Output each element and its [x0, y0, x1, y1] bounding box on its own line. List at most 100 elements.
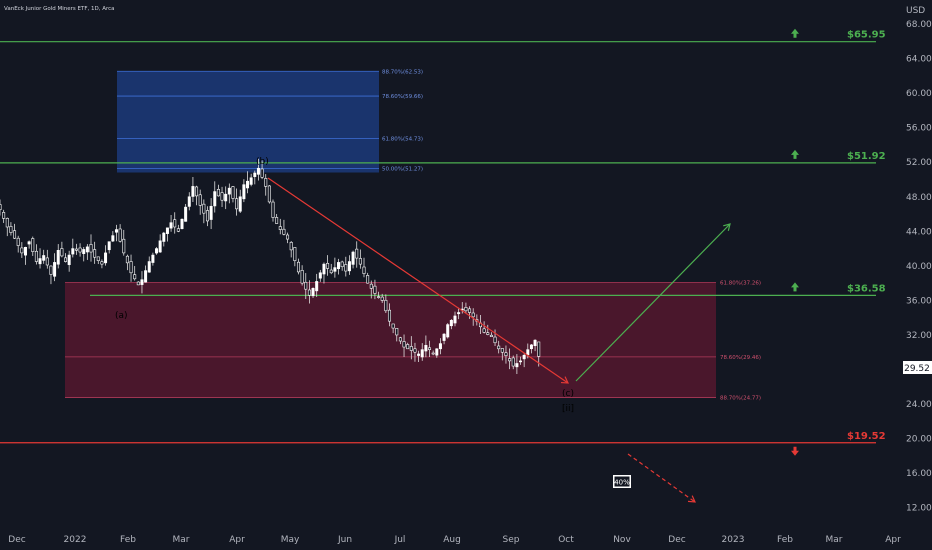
candle-body [129, 261, 133, 274]
candle-body [144, 270, 148, 283]
level-label-1: $51.92 [847, 151, 886, 162]
candle-body [533, 339, 537, 347]
candle-body [253, 172, 257, 177]
candle-body [504, 352, 508, 356]
candle-body [9, 226, 13, 233]
candle-body [191, 186, 195, 197]
candle-body [74, 248, 78, 251]
candle-body [449, 319, 453, 327]
candle-body [64, 257, 68, 262]
candle-body [122, 238, 126, 254]
candle-body [515, 363, 519, 368]
candle-body [384, 299, 388, 312]
candle-body [162, 232, 166, 242]
candle-body [311, 288, 315, 297]
y-tick-label-14: 12.00 [906, 504, 932, 514]
candle-body [351, 251, 355, 265]
candle-body [300, 270, 304, 284]
candle-body [238, 196, 242, 212]
candle-body [402, 341, 406, 348]
candle-body [249, 177, 253, 185]
candle-body [406, 344, 410, 350]
candle-body [176, 228, 180, 232]
candle-body [333, 267, 337, 272]
candle-body [493, 336, 497, 344]
candle-body [337, 262, 341, 270]
x-tick-label-5: May [281, 535, 300, 545]
candle-body [497, 345, 501, 350]
candle-body [231, 186, 235, 199]
x-tick-label-13: 2023 [722, 535, 745, 545]
y-tick-label-3: 56.00 [906, 124, 932, 134]
candle-body [147, 261, 151, 273]
candle-body [380, 296, 384, 301]
y-axis[interactable]: 68.00 64.00 60.00 56.00 52.00 48.00 44.00 40.00… [906, 20, 932, 514]
candle-body [471, 312, 475, 318]
candle-body [118, 228, 122, 242]
y-tick-label-5: 48.00 [906, 193, 932, 203]
candle-body [500, 348, 504, 353]
x-tick-label-8: Aug [443, 535, 461, 545]
level-arrow-up-0 [791, 28, 799, 38]
candle-body [340, 261, 344, 268]
candle-body [180, 218, 184, 229]
last-price-tag [903, 361, 932, 374]
candle-body [53, 262, 57, 277]
candle-body [366, 275, 370, 284]
candle-body [486, 332, 490, 335]
candle-body [125, 255, 129, 264]
candle-body [158, 240, 162, 253]
candle-body [71, 248, 75, 255]
last-price-value: 29.52 [904, 364, 930, 374]
candle-body [5, 218, 9, 228]
upper-fib-label-3: 50.00%(51.27) [382, 167, 423, 173]
candle-body [409, 346, 413, 351]
candle-body [13, 230, 17, 239]
candle-body [315, 281, 319, 292]
candle-body [373, 285, 377, 294]
candle-body [220, 192, 224, 201]
lower-fib-label-2: 88.70%(24.77) [720, 395, 761, 401]
x-tick-label-0: Dec [8, 535, 25, 545]
x-axis[interactable]: Dec 2022 Feb Mar Apr May Jun Jul Aug Sep Oct Nov Dec… [8, 535, 901, 545]
candle-body [489, 334, 493, 337]
candle-body [511, 357, 515, 367]
projection-arrows [267, 177, 731, 503]
candle-body [424, 345, 428, 352]
candle-body [27, 241, 31, 245]
candle-body [358, 258, 362, 265]
level-label-0: $65.95 [847, 30, 886, 41]
y-tick-label-11: 24.00 [906, 400, 932, 410]
candle-body [184, 206, 188, 222]
candle-body [2, 212, 6, 219]
upper-fib-zone [117, 71, 379, 173]
candle-body [187, 196, 191, 207]
candle-body [417, 353, 421, 356]
x-tick-label-11: Nov [613, 535, 631, 545]
candle-body [202, 203, 206, 214]
candle-body [519, 360, 523, 363]
candle-body [195, 186, 199, 197]
candle-body [38, 258, 42, 265]
candle-body [213, 191, 217, 207]
wave-label-a: (a) [115, 311, 128, 321]
candle-body [377, 296, 381, 298]
candle-body [464, 307, 468, 312]
candle-body [31, 238, 35, 252]
candle-body [344, 264, 348, 272]
x-tick-label-12: Dec [668, 535, 685, 545]
candle-body [227, 187, 231, 195]
candle-body [438, 343, 442, 350]
candle-body [224, 193, 228, 202]
bullish-projection-arrow [575, 223, 731, 382]
x-tick-label-10: Oct [558, 535, 574, 545]
candle-body [526, 349, 530, 356]
candle-body [468, 308, 472, 313]
candle-body [395, 328, 399, 336]
candle-body [428, 347, 432, 350]
candle-body [275, 217, 279, 224]
candle-body [420, 349, 424, 358]
level-arrow-down-3 [791, 446, 799, 456]
candle-body [16, 237, 20, 246]
